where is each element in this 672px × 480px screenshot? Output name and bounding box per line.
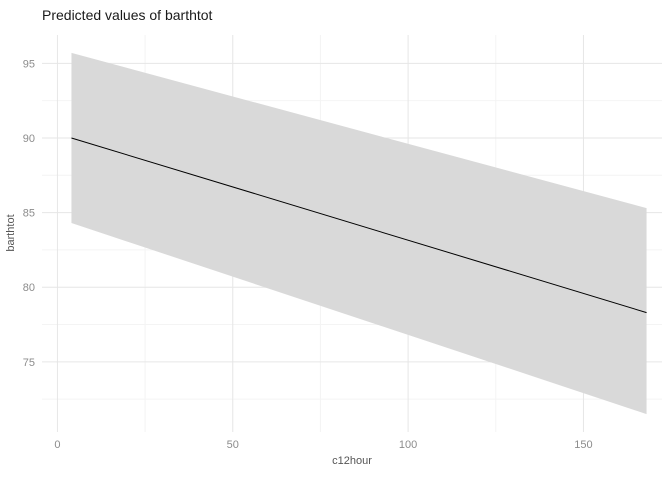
x-axis-tick-labels: 0 50 100 150 bbox=[54, 439, 592, 451]
y-tick-label: 90 bbox=[23, 133, 35, 145]
confidence-ribbon bbox=[71, 52, 647, 415]
x-tick-label: 100 bbox=[399, 439, 417, 451]
y-tick-label: 80 bbox=[23, 282, 35, 294]
chart-title: Predicted values of barthtot bbox=[42, 7, 213, 23]
ribbon-polygon bbox=[71, 52, 647, 415]
prediction-line bbox=[71, 137, 647, 314]
x-axis-title: c12hour bbox=[332, 455, 372, 467]
y-tick-label: 75 bbox=[23, 357, 35, 369]
y-tick-label: 95 bbox=[23, 58, 35, 70]
x-tick-label: 50 bbox=[227, 439, 239, 451]
y-tick-label: 85 bbox=[23, 208, 35, 220]
y-axis-tick-labels: 75 80 85 90 95 bbox=[23, 58, 35, 368]
x-tick-label: 0 bbox=[54, 439, 60, 451]
y-axis-title: barthtot bbox=[5, 214, 17, 251]
x-tick-label: 150 bbox=[574, 439, 592, 451]
line-path bbox=[71, 137, 647, 314]
